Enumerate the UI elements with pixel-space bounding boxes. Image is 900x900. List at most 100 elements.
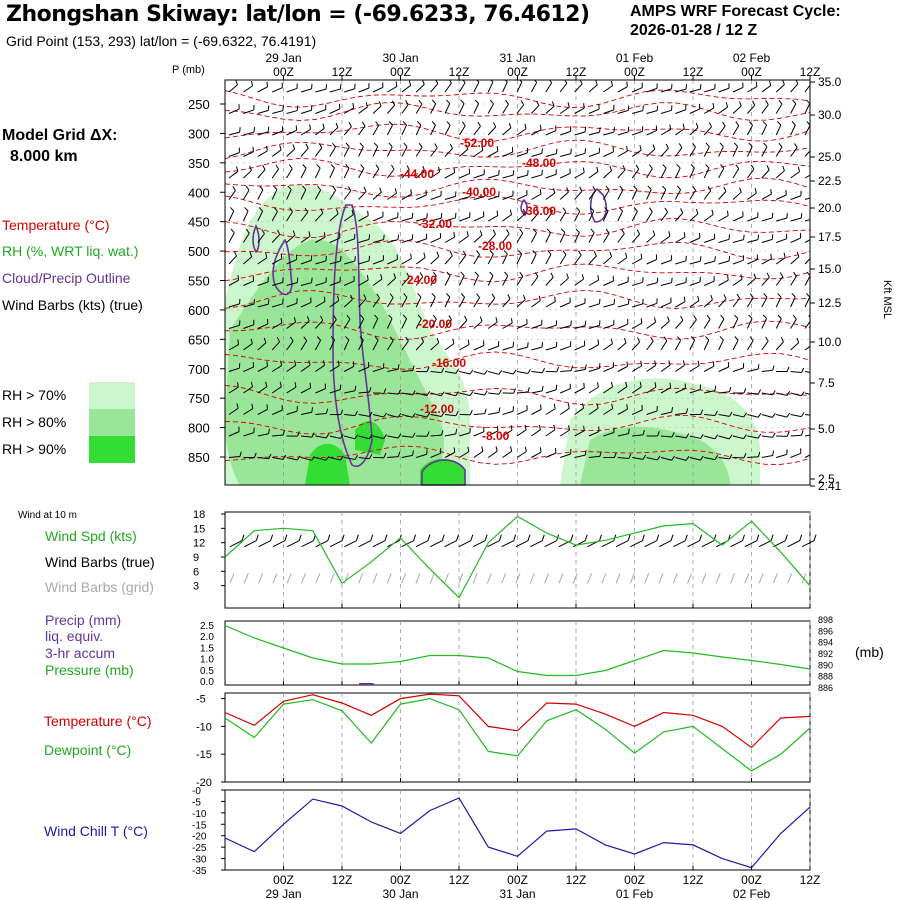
barb-staff <box>747 216 758 222</box>
wind-barb <box>271 318 283 329</box>
barb-feather <box>262 165 266 170</box>
barb-feather <box>538 424 541 430</box>
barb-staff <box>732 239 744 243</box>
wind-barb <box>257 453 272 460</box>
barb-staff <box>632 110 643 114</box>
barb-staff <box>502 151 513 157</box>
wind-barb <box>675 123 685 136</box>
barb-staff <box>228 152 240 157</box>
wind-barb <box>560 320 572 329</box>
barb-staff <box>372 216 384 222</box>
barb-feather <box>805 293 810 298</box>
barb-feather <box>245 228 250 234</box>
barb-staff <box>272 130 283 136</box>
time-tick-label: 12Z <box>332 65 353 79</box>
wind-barb <box>660 382 672 394</box>
wind-barb <box>675 383 686 394</box>
barb-feather <box>693 315 697 320</box>
wind-barb <box>315 123 325 136</box>
barb-staff <box>761 435 773 438</box>
pressure-tick-label: 250 <box>188 97 210 112</box>
wind-barb <box>372 452 387 459</box>
wind-barb <box>631 185 638 200</box>
barb-staff <box>272 457 284 460</box>
wind-barb <box>430 190 442 200</box>
barb-feather <box>304 207 309 213</box>
wind-barb <box>372 388 387 394</box>
barb-feather <box>426 366 430 372</box>
wind-barb <box>243 80 254 93</box>
barb-staff <box>775 103 783 114</box>
cloud-outline <box>421 459 466 486</box>
barb-feather <box>583 103 585 109</box>
wind-barb <box>560 126 572 136</box>
barb-feather <box>351 209 354 215</box>
wind-barb <box>487 122 497 136</box>
barb-feather <box>656 105 659 111</box>
barb-staff <box>531 212 540 222</box>
barb-staff <box>387 277 396 286</box>
wind-barb <box>617 185 624 200</box>
barb-staff <box>660 387 671 394</box>
height-tick-label: 5.0 <box>818 422 835 436</box>
wind-barb <box>415 121 422 136</box>
barb-feather <box>455 391 459 397</box>
barb-feather <box>579 186 583 192</box>
barb-feather <box>397 451 401 457</box>
surface-wind-barb <box>244 540 257 548</box>
barb-staff <box>488 195 499 200</box>
barb-feather <box>412 390 416 396</box>
wind-barb <box>790 337 800 351</box>
wind-barb <box>430 448 442 458</box>
barb-staff <box>531 429 541 437</box>
wind-barb <box>444 271 451 286</box>
barb-feather <box>536 100 540 106</box>
barb-staff <box>516 346 528 351</box>
barb-staff <box>300 128 311 136</box>
barb-staff <box>746 168 755 179</box>
wind-barb <box>718 411 733 417</box>
wind-barb <box>329 208 339 222</box>
barb-feather <box>508 122 512 128</box>
wind-barb <box>242 207 249 222</box>
barb-feather <box>233 251 237 257</box>
wind-barb <box>343 122 352 136</box>
barb-staff <box>631 189 638 200</box>
wind-barb <box>776 233 788 243</box>
time-tick-label: 00Z <box>390 65 411 79</box>
grid-wind-barb <box>472 573 478 584</box>
barb-staff <box>718 298 727 308</box>
wind-barb <box>358 434 373 440</box>
barb-staff <box>689 389 701 394</box>
wind-barb <box>300 231 311 243</box>
barb-staff <box>545 232 552 243</box>
precip-label: Precip (mm) <box>45 612 122 628</box>
barb-staff <box>588 108 600 114</box>
barb-feather <box>626 81 628 87</box>
barb-staff <box>300 88 312 93</box>
barb-feather <box>332 142 336 148</box>
barb-staff <box>415 84 425 93</box>
barb-staff <box>415 146 423 157</box>
barb-staff <box>675 128 685 136</box>
wind-barb <box>358 83 370 93</box>
barb-staff <box>718 339 724 351</box>
pressure-tick-label: 896 <box>818 626 833 636</box>
wind-barb <box>315 455 330 461</box>
wind-barb <box>790 121 796 136</box>
barb-staff <box>588 131 600 136</box>
barb-staff <box>271 189 278 200</box>
wind-barb <box>574 186 583 200</box>
wind-barb <box>531 424 541 437</box>
barb-feather <box>562 207 567 212</box>
barb-staff <box>372 340 379 351</box>
barb-staff <box>559 429 570 437</box>
rh-90-region-3 <box>420 458 465 485</box>
barb-staff <box>502 298 511 308</box>
barb-staff <box>344 457 356 460</box>
barb-staff <box>401 85 411 93</box>
barb-feather <box>275 164 280 170</box>
barb-feather <box>354 256 356 262</box>
barb-feather <box>366 275 369 281</box>
barb-staff <box>444 82 452 93</box>
